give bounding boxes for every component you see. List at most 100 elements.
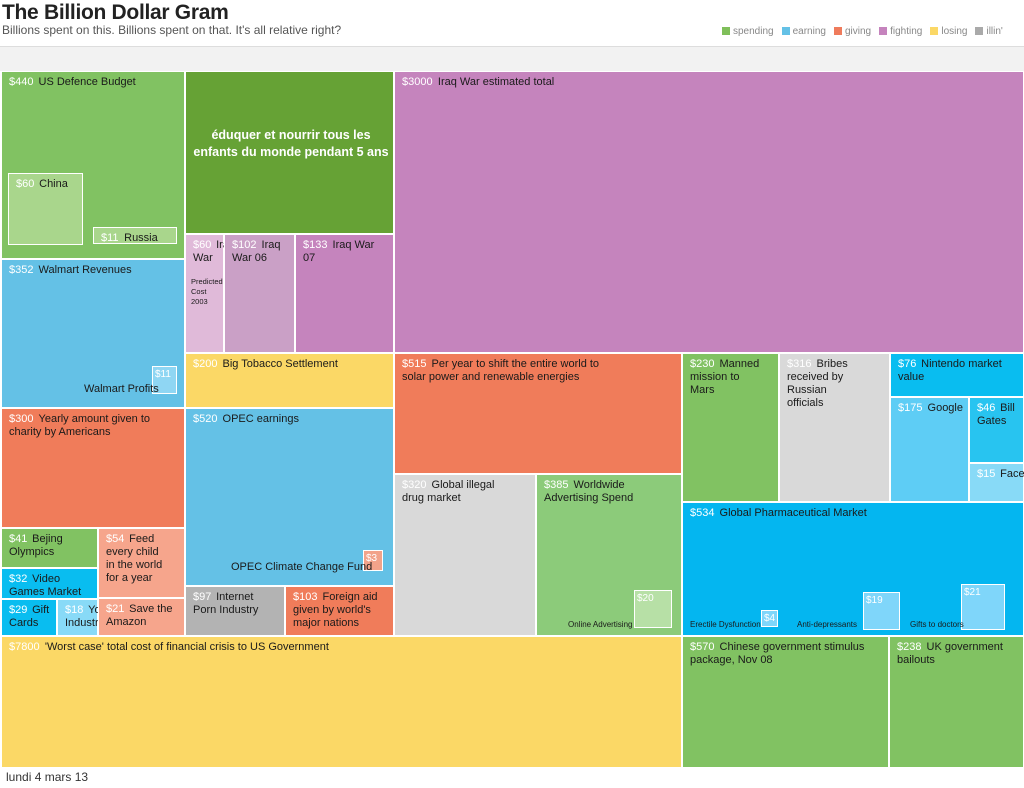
cell-value-video-games: $32 [9, 573, 27, 585]
treemap-cell-beijing [1, 528, 98, 568]
cell-label-mars: Manned mission to Mars [690, 358, 759, 396]
treemap-cell-iraq-07 [295, 234, 394, 353]
overlay-caption: éduquer et nourrir tous les enfants du m… [193, 128, 389, 159]
legend-item-3: fighting [879, 26, 922, 37]
treemap-cell-online-ad [634, 590, 672, 628]
treemap-cell-video-games [1, 568, 98, 599]
legend-label: illin' [986, 26, 1003, 37]
treemap-cell-crisis [1, 636, 682, 768]
cell-value-crisis: $7800 [9, 641, 40, 653]
treemap-cell-opec [185, 408, 394, 586]
header-band [0, 47, 1024, 71]
cell-label-antidep: Anti-depressants [797, 620, 857, 629]
cell-value-pharma: $534 [690, 507, 714, 519]
cell-label-drugs: Global illegal drug market [402, 479, 495, 504]
treemap-cell-erectile [761, 610, 778, 627]
cell-value-drugs: $320 [402, 479, 426, 491]
cell-value-walmart-profits: $11 [155, 369, 171, 380]
treemap-cell-iraq-06 [224, 234, 295, 353]
cell-value-opec-climate: $3 [366, 553, 378, 564]
cell-label-us-defence: US Defence Budget [39, 76, 136, 88]
treemap-cell-iraq-2003 [185, 234, 224, 353]
chart-title: The Billion Dollar Gram [2, 1, 229, 24]
cell-value-uk-bailouts: $238 [897, 641, 921, 653]
legend-swatch [781, 27, 790, 35]
cell-label-porn: Internet Porn Industry [193, 591, 259, 616]
cell-label-google: Google [928, 402, 963, 414]
legend-swatch [833, 27, 842, 35]
cell-value-foreign-aid: $103 [293, 591, 317, 603]
cell-label-pharma: Global Pharmaceutical Market [720, 507, 867, 519]
cell-value-google: $175 [898, 402, 922, 414]
cell-value-bribes: $316 [787, 358, 811, 370]
cell-value-charity: $300 [9, 413, 33, 425]
legend: spending earning giving fighting losing illin… [722, 26, 1022, 38]
cell-value-feed-child: $54 [106, 533, 124, 545]
treemap-cell-china [8, 173, 83, 245]
treemap-cell-gift-cards [1, 599, 57, 636]
cell-value-iraq-2003: $60 [193, 239, 211, 251]
treemap-cell-uk-bailouts [889, 636, 1024, 768]
treemap-cell-china-stimulus [682, 636, 889, 768]
cell-label-opec-climate: OPEC Climate Change Fund [231, 561, 372, 573]
cell-label-facebook: Facebook [1000, 468, 1024, 480]
cell-label-video-games: Video Games Market [9, 573, 81, 598]
treemap-cell-opec-climate [363, 550, 383, 571]
legend-swatch [930, 27, 939, 35]
legend-label: fighting [890, 26, 923, 37]
cell-label-billgates: Bill Gates [977, 402, 1015, 427]
cell-label-tobacco: Big Tobacco Settlement [223, 358, 338, 370]
cell-value-erectile: $4 [764, 613, 776, 624]
header-divider [0, 46, 1024, 47]
footer-date: lundi 4 mars 13 [6, 770, 89, 784]
cell-label-feed-child: Feed every child in the world for a year [106, 533, 162, 584]
cell-label-bribes: Bribes received by Russian officials [787, 358, 848, 409]
treemap-cell-educate [185, 71, 394, 234]
treemap-cell-feed-child [98, 528, 185, 598]
cell-label-erectile: Erectile Dysfunction [690, 620, 761, 629]
treemap-cell-porn [185, 586, 285, 636]
legend-item-0: spending [722, 26, 774, 37]
cell-value-iraq-06: $102 [232, 239, 256, 251]
cell-value-amazon: $21 [106, 603, 124, 615]
cell-value-porn: $97 [193, 591, 211, 603]
cell-label-iraq-06: Iraq War 06 [232, 239, 280, 264]
cell-value-opec: $520 [193, 413, 217, 425]
cell-label-russia: Russia [124, 232, 159, 244]
treemap-cell-facebook [969, 463, 1024, 502]
treemap-cell-antidep [863, 592, 900, 630]
treemap-cell-charity [1, 408, 185, 528]
cell-label-walmart-profits: Walmart Profits [84, 383, 159, 395]
treemap-cell-solar [394, 353, 682, 474]
cell-value-yoga: $18 [65, 604, 83, 616]
cell-value-china-stimulus: $570 [690, 641, 714, 653]
cell-label-opec: OPEC earnings [223, 413, 300, 425]
cell-value-billgates: $46 [977, 402, 995, 414]
cell-value-china: $60 [16, 178, 34, 190]
treemap-cell-billgates [969, 397, 1024, 463]
legend-item-1: earning [781, 26, 826, 37]
legend-label: giving [844, 26, 872, 37]
cell-label-advertising: Worldwide Advertising Spend [544, 479, 633, 504]
treemap-cell-google [890, 397, 969, 502]
legend-swatch [722, 27, 730, 35]
cell-value-antidep: $19 [866, 595, 883, 606]
treemap-cell-iraq-total [394, 71, 1024, 353]
cell-label-foreign-aid: Foreign aid given by world's major nations [293, 591, 378, 629]
treemap-cell-foreign-aid [285, 586, 394, 636]
cell-value-iraq-07: $133 [303, 239, 327, 251]
cell-value-walmart: $352 [9, 264, 33, 276]
cell-label-walmart: Walmart Revenues [39, 264, 133, 276]
cell-value-us-defence: $440 [9, 76, 33, 88]
cell-label-online-ad: Online Advertising [568, 620, 632, 629]
cell-value-mars: $230 [690, 358, 714, 370]
treemap-cell-bribes [779, 353, 890, 502]
cell-label-china-stimulus: Chinese government stimulus package, Nov … [690, 641, 865, 666]
cell-label-iraq-07: Iraq War 07 [303, 239, 375, 264]
legend-item-4: losing [930, 26, 967, 37]
legend-swatch [975, 27, 984, 35]
treemap-cell-amazon [98, 598, 185, 636]
cell-value-facebook: $15 [977, 468, 995, 480]
cell-value-iraq-total: $3000 [402, 76, 433, 88]
legend-label: spending [733, 26, 774, 37]
